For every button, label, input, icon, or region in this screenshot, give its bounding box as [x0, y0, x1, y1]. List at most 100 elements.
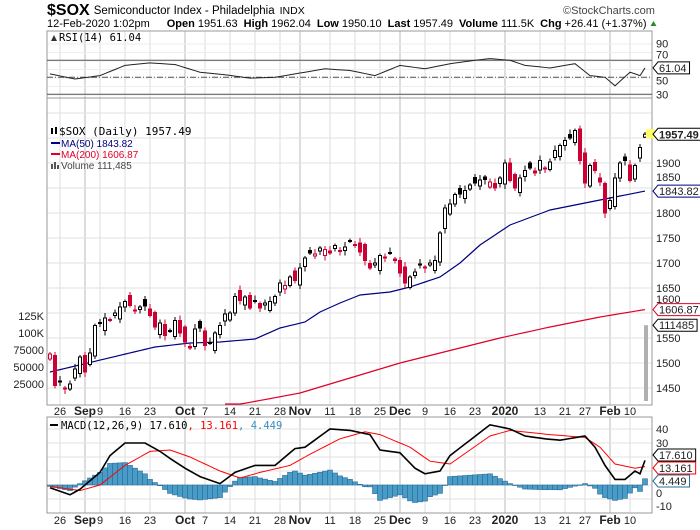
volume-callout: 111485 [652, 318, 698, 332]
gridlines [47, 31, 652, 513]
candle [433, 255, 437, 274]
candle [293, 267, 297, 284]
candle-body [188, 346, 192, 349]
candle [543, 166, 547, 173]
x-tick-label: 23 [144, 406, 156, 418]
x-tick-label: 16 [119, 515, 131, 527]
macd-tick-label: 0 [656, 488, 662, 500]
candle-body [543, 167, 547, 170]
volume-tick-label: 75000 [13, 345, 44, 357]
x-tick-label: 26 [54, 406, 66, 418]
candle-body [613, 177, 617, 207]
candle [528, 161, 532, 170]
macd-histogram-bar [392, 484, 398, 497]
macd-histogram-bar [157, 484, 163, 486]
candle [623, 153, 627, 166]
candle-body [463, 190, 467, 199]
x-tick-label: 2020 [492, 513, 519, 527]
ma50-line [49, 190, 646, 373]
macd-histogram-bar [582, 483, 588, 486]
signal-callout: 13.161 [652, 461, 697, 475]
ma200-line [225, 308, 646, 405]
candle-body [433, 260, 437, 271]
candle-body [408, 276, 412, 288]
candle [538, 155, 542, 174]
candle [368, 260, 372, 270]
x-tick-label: 27 [579, 406, 591, 418]
candle [223, 309, 227, 326]
candle [213, 331, 217, 354]
candle [358, 238, 362, 256]
macd-histogram-bar [307, 474, 313, 486]
candle [93, 323, 97, 359]
candle [413, 268, 417, 279]
candle [393, 257, 397, 264]
candle [568, 129, 572, 140]
candle-body [393, 258, 397, 261]
candle [378, 253, 382, 275]
copyright[interactable]: ©StockCharts.com [563, 5, 655, 17]
candle-body [118, 306, 122, 320]
macd-histogram-bar [602, 484, 608, 498]
macd-histogram-bar [432, 484, 438, 496]
candle-body [223, 313, 227, 322]
candle-body [53, 355, 57, 386]
candle [83, 352, 87, 377]
macd-histogram-bar [517, 484, 523, 488]
candle-body [548, 161, 552, 170]
candle [168, 328, 172, 333]
candle-body [138, 306, 142, 310]
macd-histogram-bar [142, 473, 148, 486]
candle-body [168, 330, 172, 332]
candle-body [578, 128, 582, 161]
candle-body [98, 322, 102, 324]
x-tick-label: Dec [389, 513, 411, 527]
candle [453, 192, 457, 207]
macd-callout: 17.610 [652, 448, 697, 462]
macd-histogram-bar [537, 484, 543, 490]
candle [398, 257, 402, 277]
price-tick-label: 1750 [656, 233, 680, 245]
candle-body [278, 282, 282, 293]
candle [73, 364, 77, 381]
candle-body [158, 322, 162, 335]
candle [613, 173, 617, 210]
candle [48, 352, 52, 361]
x-tick-label: 16 [444, 406, 456, 418]
candle [603, 181, 607, 218]
macd-histogram-bar [332, 472, 338, 486]
macd-histogram-bar [552, 484, 558, 491]
macd-histogram-bar [147, 479, 153, 486]
x-tick-label: 9 [422, 515, 428, 527]
candle [598, 173, 602, 186]
macd-histogram-bar [382, 484, 388, 500]
rsi-callout-box [652, 61, 691, 75]
candle-body [348, 240, 352, 242]
candle-body [283, 285, 287, 290]
macd-histogram-bar [282, 475, 288, 486]
price-panel [46, 97, 653, 406]
signal-callout-box [652, 461, 697, 475]
candle [558, 143, 562, 161]
macd-histogram-bar [387, 484, 393, 498]
x-tick-label: 14 [224, 515, 236, 527]
candle-body [453, 194, 457, 205]
macd-histogram-bar [627, 484, 633, 494]
candle-body [608, 200, 612, 209]
candle [508, 158, 512, 183]
candle-body [248, 295, 252, 309]
macd-histogram-bar [617, 484, 623, 500]
candle [153, 310, 157, 330]
x-tick-label: 28 [274, 406, 286, 418]
candle-body [228, 312, 232, 321]
rsi-tick-label: 90 [656, 38, 668, 50]
candle [88, 348, 92, 367]
macd-histogram-bar [437, 484, 443, 494]
candle-body [458, 188, 462, 195]
candle-body [403, 266, 407, 284]
candle [523, 165, 527, 182]
candle [628, 160, 632, 183]
candle [283, 280, 287, 294]
candle [593, 159, 597, 174]
quote-datetime: 12-Feb-2020 1:02pm [47, 18, 150, 30]
